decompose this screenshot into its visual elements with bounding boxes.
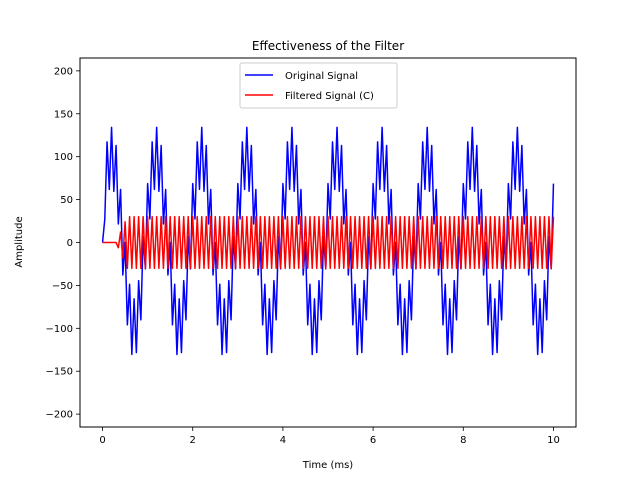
y-tick-label: 50 (60, 195, 73, 206)
chart-title: Effectiveness of the Filter (252, 39, 404, 53)
y-tick-label: −50 (52, 281, 73, 292)
y-tick-label: 0 (67, 238, 73, 249)
series-line-filtered-signal (102, 215, 555, 270)
y-tick-label: −150 (46, 367, 73, 378)
plot-content (101, 126, 555, 356)
x-tick-label: 6 (370, 435, 376, 446)
y-axis-label: Amplitude (14, 216, 25, 267)
y-tick-label: 200 (54, 66, 73, 77)
legend: Original Signal Filtered Signal (C) (239, 62, 398, 109)
x-axis-label: Time (ms) (302, 460, 354, 471)
y-tick-label: 150 (54, 109, 73, 120)
x-tick-label: 0 (99, 435, 105, 446)
x-tick-label: 10 (547, 435, 560, 446)
legend-label-filtered-signal: Filtered Signal (C) (285, 91, 374, 102)
y-axis: −200 −150 −100 −50 0 50 100 150 200 (46, 66, 80, 421)
legend-box (239, 62, 398, 109)
legend-label-original-signal: Original Signal (285, 71, 358, 82)
x-tick-label: 4 (280, 435, 286, 446)
x-tick-label: 2 (190, 435, 196, 446)
series-line-original-signal (101, 126, 555, 356)
y-tick-label: 100 (54, 152, 73, 163)
y-tick-label: −100 (46, 324, 73, 335)
y-tick-label: −200 (46, 410, 73, 421)
x-axis: 0 2 4 6 8 10 (99, 427, 560, 446)
x-tick-label: 8 (460, 435, 466, 446)
